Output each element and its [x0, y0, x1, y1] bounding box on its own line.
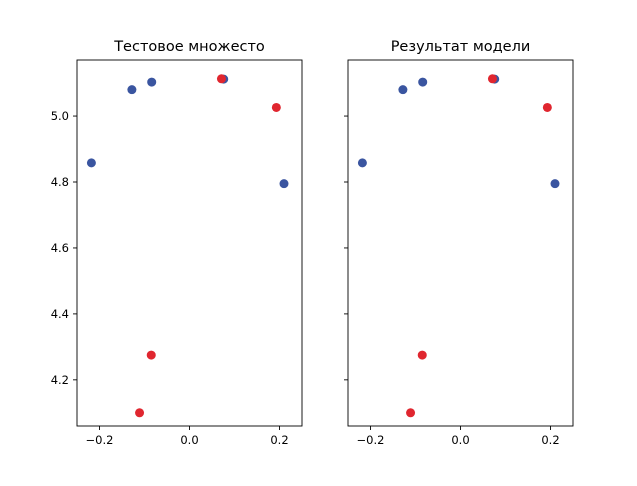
data-point [271, 102, 281, 112]
x-tick-label: 0.0 [451, 433, 469, 447]
data-point [417, 350, 427, 360]
data-point [398, 85, 408, 95]
subplot-1: Тестовое множесто −0.2 0.0 0.2 4.2 4.4 4.6 4.8 5… [51, 39, 303, 447]
data-point [550, 179, 560, 189]
data-point [147, 77, 157, 87]
x-tick-label: 0.2 [270, 433, 288, 447]
data-point [86, 158, 96, 168]
data-point [406, 408, 416, 418]
data-point [127, 85, 137, 95]
axes-frame [347, 59, 574, 427]
y-tick-label: 5.0 [51, 109, 69, 123]
data-point [357, 158, 367, 168]
x-tick-label: 0.0 [180, 433, 198, 447]
subplot-2: Результат модели −0.2 0.0 0.2 [344, 39, 574, 447]
x-tick-label: −0.2 [357, 433, 385, 447]
data-point [542, 102, 552, 112]
data-point [146, 350, 156, 360]
axes-frame [76, 59, 303, 427]
x-tick-label: 0.2 [541, 433, 559, 447]
y-tick-label: 4.4 [51, 307, 69, 321]
data-point [487, 74, 497, 84]
y-tick-label: 4.2 [51, 373, 69, 387]
y-tick-label: 4.6 [51, 241, 69, 255]
data-point [418, 77, 428, 87]
data-point [279, 179, 289, 189]
y-tick-label: 4.8 [51, 175, 69, 189]
data-point [216, 74, 226, 84]
data-point [135, 408, 145, 418]
x-tick-label: −0.2 [86, 433, 114, 447]
subplot-title: Тестовое множесто [113, 39, 265, 55]
subplot-title: Результат модели [391, 39, 531, 55]
